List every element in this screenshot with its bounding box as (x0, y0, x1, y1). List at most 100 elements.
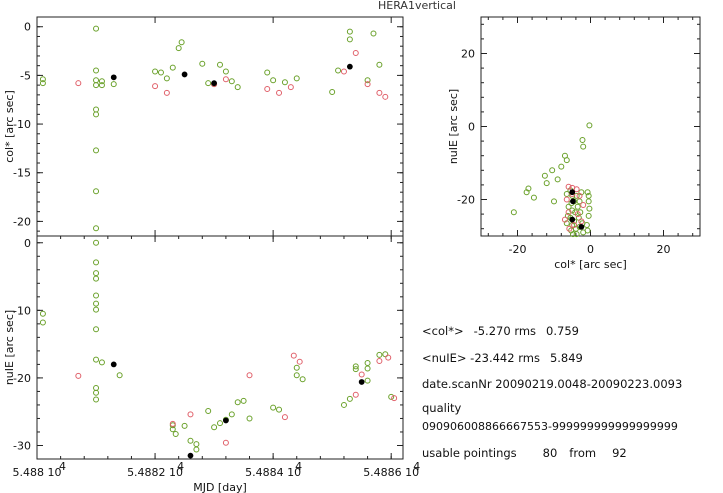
data-point-green (93, 106, 100, 113)
data-point-green (564, 212, 571, 219)
data-point-green (93, 239, 100, 246)
data-point-red (576, 192, 583, 199)
data-point-green (352, 363, 359, 370)
data-point-red (163, 89, 170, 96)
x-tick-label: 5.4884 10 (245, 466, 301, 479)
data-point-green (93, 396, 100, 403)
data-point-green (293, 75, 300, 82)
x-tick-label: -20 (509, 243, 527, 256)
data-point-green (217, 420, 223, 427)
data-point-green (39, 76, 46, 83)
data-point-green (39, 319, 46, 326)
data-point-black (211, 80, 217, 87)
col-vs-mjd-panel: 0 -5 -10 -15 -20 col* [arc sec] (3, 16, 404, 237)
data-point-green (530, 194, 537, 201)
data-point-red (376, 358, 383, 365)
data-point-green (293, 364, 300, 371)
x-tick-exponent: 4 (177, 460, 184, 473)
data-point-green (217, 61, 223, 68)
data-point-red (358, 371, 365, 378)
data-point-black (346, 63, 353, 70)
data-point-green (565, 203, 572, 210)
data-point-green (181, 422, 188, 429)
y-axis-label: nuIE [arc sec] (447, 89, 460, 164)
data-point-black (570, 198, 576, 205)
data-point-green (98, 78, 105, 85)
data-point-green (93, 306, 100, 313)
col-rms-label: rms (514, 324, 537, 338)
data-point-black (358, 379, 365, 385)
data-point-black (110, 74, 117, 81)
data-point-green (93, 275, 100, 282)
plot-frame (36, 16, 404, 237)
page-title: HERA1vertical (378, 0, 456, 12)
data-point-green (39, 80, 46, 87)
data-point-red (391, 395, 398, 402)
data-point-red (75, 80, 82, 87)
data-point-green (93, 356, 100, 363)
data-point-green (98, 359, 105, 366)
data-point-green (163, 75, 170, 82)
data-point-green (157, 69, 164, 76)
data-point-black (223, 417, 229, 424)
data-point-green (93, 82, 100, 89)
data-point-green (93, 147, 100, 154)
y-tick-label: 0 (468, 121, 475, 134)
data-point-green (574, 203, 581, 210)
data-point-green (193, 446, 200, 453)
data-point-green (388, 393, 395, 400)
data-point-green (228, 411, 235, 418)
data-point-green (264, 69, 271, 76)
data-point-green (240, 397, 247, 404)
data-point-green (270, 404, 277, 411)
data-point-green (364, 377, 371, 384)
data-point-green (558, 163, 565, 170)
data-point-red (340, 68, 347, 75)
col-mean-value: -5.270 (473, 324, 511, 338)
data-point-green (205, 408, 212, 415)
y-tick-label: -10 (13, 304, 31, 317)
y-axis-label: nuIE [arc sec] (3, 310, 16, 385)
data-point-green (276, 406, 283, 413)
plot-frame (36, 235, 404, 460)
data-point-green (211, 424, 218, 431)
data-point-green (299, 376, 306, 383)
data-point-red (364, 81, 371, 88)
quality-label: quality (422, 401, 462, 415)
data-point-green (234, 399, 241, 406)
usable-line: usable pointings 80 from 92 (422, 446, 627, 460)
data-point-black (187, 452, 194, 459)
y-tick-label: -20 (13, 372, 31, 385)
data-point-green (580, 143, 587, 150)
nuie-vs-mjd-panel: 0-10-20-305.488 104 5.4882 104 5.4884 104 5… (3, 17, 420, 493)
data-point-red (290, 352, 297, 359)
data-point-black (181, 71, 188, 78)
data-point-red (187, 411, 194, 418)
col-mean-label: <col*> (422, 324, 464, 338)
data-point-red (376, 89, 383, 96)
x-tick-exponent: 4 (413, 460, 420, 473)
y-tick-label: -20 (457, 194, 475, 207)
x-tick-exponent: 4 (59, 460, 66, 473)
data-point-black (569, 189, 576, 196)
y-tick-label: 0 (24, 21, 31, 34)
data-point-green (93, 326, 100, 333)
data-point-green (573, 231, 580, 238)
data-point-green (93, 270, 100, 277)
data-point-green (584, 189, 591, 196)
data-point-green (586, 205, 593, 212)
data-point-green (169, 64, 176, 71)
data-point-red (287, 84, 294, 91)
usable-label: usable pointings (422, 446, 517, 460)
data-point-black (578, 223, 585, 230)
data-point-green (93, 292, 100, 299)
data-point-green (585, 212, 592, 219)
y-tick-label: -30 (13, 439, 31, 452)
col-stats-line: <col*> -5.270 rms 0.759 (422, 324, 579, 338)
nue-stats-line: <nuIE> -23.442 rms 5.849 (422, 351, 583, 365)
data-point-red (565, 209, 572, 216)
data-point-green (346, 36, 353, 43)
x-tick-label: 5.4886 10 (363, 466, 419, 479)
data-point-red (246, 372, 253, 379)
data-point-red (574, 211, 581, 218)
